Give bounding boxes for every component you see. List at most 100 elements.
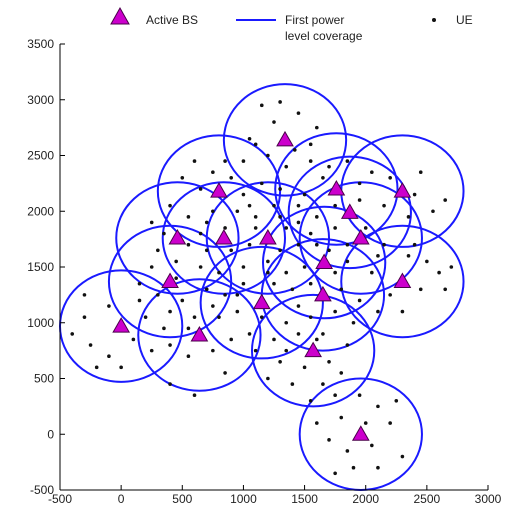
coverage-circle-16 [250,293,376,408]
ue-point-107 [321,382,325,386]
ue-point-77 [333,309,337,314]
legend-coverage-label-line2: level coverage [285,29,363,43]
legend-bs-label: Active BS [146,13,198,27]
ue-point-53 [418,287,423,292]
ue-point-111 [357,393,362,398]
ue-point-126 [168,382,172,386]
ue-point-128 [94,365,99,370]
ue-point-46 [308,231,313,236]
ue-point-39 [162,231,166,236]
x-tick-label-6: 2500 [414,492,441,506]
ue-point-44 [278,248,282,253]
y-tick-label-4: 1500 [27,260,54,274]
ue-point-26 [431,209,435,214]
ue-point-137 [443,287,448,292]
ue-point-120 [363,421,368,425]
ue-point-45 [296,242,301,247]
ue-point-148 [315,242,319,247]
base-station-6 [215,229,233,245]
ue-point-65 [149,265,154,269]
x-tick-label-5: 2000 [352,492,379,506]
ue-point-123 [400,454,405,459]
ue-point-74 [308,281,313,286]
legend-ue-marker [432,18,436,22]
ue-point-86 [107,304,111,308]
ue-point-75 [339,287,344,292]
ue-point-138 [449,265,454,269]
ue-point-22 [370,170,374,175]
ue-point-106 [290,382,295,386]
ue-point-135 [443,198,448,202]
legend-bs-marker [110,6,130,25]
x-tick-label-0: -500 [48,492,72,506]
ue-point-140 [137,298,142,303]
ue-point-89 [88,343,93,347]
y-tick-label-3: 1000 [27,316,54,330]
ue-point-56 [345,259,350,264]
ue-point-79 [284,320,289,325]
ue-point-133 [357,181,362,186]
base-station-5 [168,229,187,245]
ue-point-150 [376,254,380,258]
ue-point-88 [70,332,75,336]
base-station-2 [327,179,346,196]
x-tick-label-1: 0 [118,492,125,506]
ue-point-30 [315,215,319,219]
ue-point-15 [198,187,203,191]
base-station-13 [314,285,332,302]
ue-point-82 [217,315,221,319]
ue-point-33 [253,215,258,219]
ue-point-156 [284,348,289,353]
ue-point-67 [156,293,160,297]
ue-point-42 [229,248,233,253]
ue-point-93 [168,343,172,347]
ue-point-161 [333,270,337,275]
ue-point-81 [235,309,240,314]
legend: Active BS First power level coverage UE [110,6,473,43]
ue-point-25 [412,192,417,197]
ue-point-104 [278,359,282,364]
ue-point-3 [272,120,276,124]
ue-point-37 [168,203,172,208]
x-tick-label-3: 1000 [230,492,257,506]
y-tick-label-7: 3000 [27,93,54,107]
ue-point-158 [351,320,356,325]
base-station-11 [393,272,412,288]
legend-ue-label: UE [456,13,473,27]
y-tick-label-5: 2000 [27,204,54,218]
base-station-1 [210,182,228,198]
ue-point-32 [278,215,282,219]
ue-point-164 [266,270,270,275]
ue-point-129 [253,226,258,230]
ue-point-159 [376,309,380,314]
coverage-circle-10 [107,224,233,339]
x-tick-label-7: 3000 [475,492,502,506]
ue-point-151 [235,293,240,297]
base-station-14 [112,317,131,333]
ue-point-122 [376,465,380,470]
ue-point-36 [186,215,191,219]
ue-point-145 [253,142,258,147]
plot-area [59,83,465,491]
ue-point-147 [284,226,289,230]
ue-point-95 [211,348,215,353]
ue-point-14 [229,176,233,180]
base-station-0 [276,130,294,147]
coverage-circle-0 [222,83,348,197]
ue-point-68 [180,298,185,303]
base-station-9 [315,253,333,270]
coverage-circle-5 [115,181,240,295]
ue-point-103 [302,365,307,370]
ue-point-61 [241,265,246,269]
ue-point-114 [388,421,392,425]
ue-point-152 [211,304,215,308]
ue-point-92 [149,348,154,353]
ue-point-109 [333,393,337,398]
ue-point-124 [333,471,337,476]
y-tick-label-8: 3500 [27,37,54,51]
ue-point-155 [253,348,258,353]
ue-point-21 [345,159,350,163]
ue-point-130 [272,203,276,208]
ue-point-76 [357,298,362,303]
ue-point-57 [327,248,331,253]
